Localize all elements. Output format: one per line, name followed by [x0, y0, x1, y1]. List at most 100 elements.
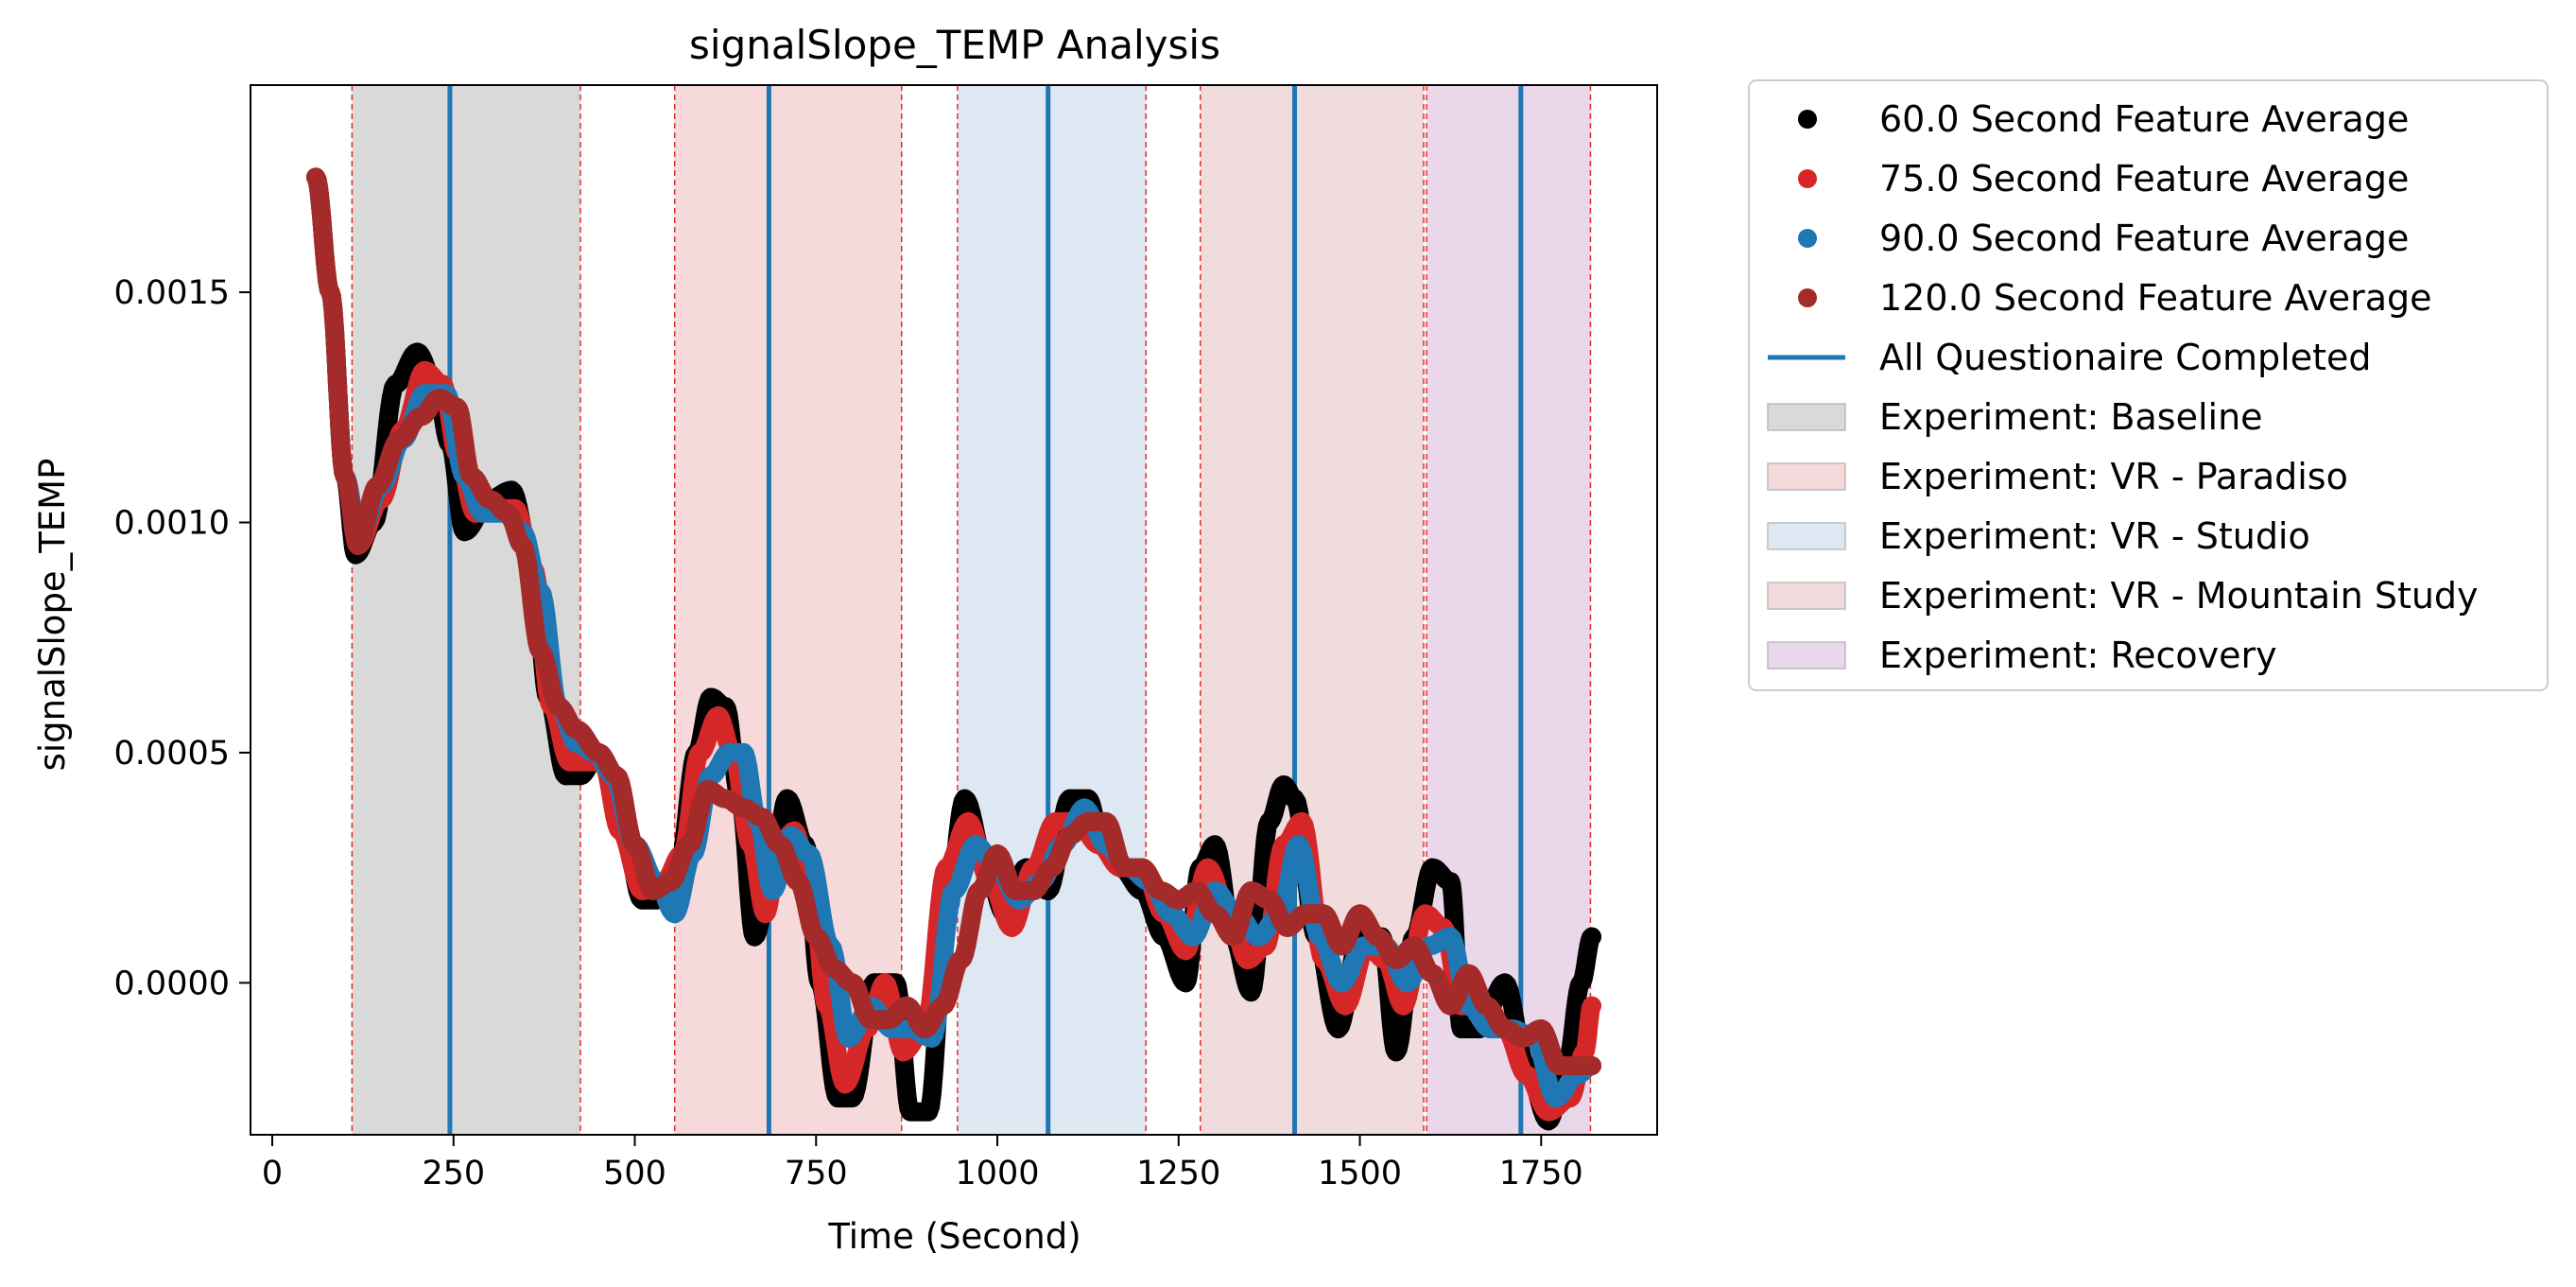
data-point — [1042, 858, 1062, 878]
data-point — [1249, 927, 1269, 947]
data-point — [1415, 904, 1435, 924]
data-point — [1198, 858, 1218, 878]
y-tick-label: 0.0005 — [114, 735, 230, 773]
data-point — [1237, 950, 1257, 969]
data-point — [1241, 880, 1261, 900]
data-point — [1350, 904, 1370, 924]
legend-item-4: All Questionaire Completed — [1768, 337, 2372, 378]
legend-item-6: Experiment: VR - Paradiso — [1767, 456, 2348, 497]
legend-label: Experiment: Recovery — [1879, 635, 2277, 676]
data-point — [1513, 1028, 1533, 1048]
series-3 — [306, 167, 1601, 1075]
data-point — [680, 835, 700, 855]
y-tick-label: 0.0015 — [114, 274, 230, 312]
data-point — [799, 844, 819, 864]
data-point — [698, 779, 717, 799]
data-point — [461, 466, 481, 486]
data-point — [368, 476, 388, 496]
data-point — [1459, 964, 1478, 983]
data-point — [842, 973, 862, 993]
legend-item-7: Experiment: VR - Studio — [1767, 515, 2310, 557]
legend-frame — [1748, 79, 2549, 691]
data-point — [1441, 872, 1461, 892]
data-point — [502, 480, 522, 500]
data-point — [900, 1102, 920, 1122]
data-point — [915, 1019, 935, 1039]
data-point — [959, 811, 978, 831]
data-point — [988, 844, 1008, 864]
data-point — [1046, 811, 1065, 831]
chart-title: signalSlope_TEMP Analysis — [689, 22, 1220, 68]
legend-marker — [1798, 288, 1817, 307]
data-point — [560, 752, 579, 772]
data-point — [1477, 996, 1496, 1016]
data-point — [1549, 1055, 1569, 1075]
legend-marker — [1798, 110, 1817, 129]
data-point — [1368, 927, 1388, 947]
data-point — [589, 742, 609, 762]
data-point — [708, 705, 728, 725]
data-point — [1205, 904, 1225, 924]
data-point — [607, 766, 627, 786]
data-point — [763, 880, 783, 900]
data-point — [937, 858, 957, 878]
data-point — [1296, 904, 1315, 924]
data-point — [1115, 858, 1134, 878]
data-point — [335, 466, 354, 486]
data-point — [407, 342, 427, 362]
data-point — [1571, 973, 1591, 993]
data-point — [1186, 880, 1206, 900]
data-point — [429, 389, 449, 409]
x-tick-label: 1250 — [1136, 1155, 1220, 1192]
y-axis-ticks: 0.0000 0.0005 0.0010 0.0015 — [114, 274, 251, 1002]
data-point — [1078, 811, 1098, 831]
legend-item-1: 75.0 Second Feature Average — [1798, 158, 2409, 200]
data-point — [386, 374, 406, 394]
data-point — [411, 407, 431, 426]
legend-item-3: 120.0 Second Feature Average — [1798, 277, 2432, 319]
data-point — [1259, 890, 1279, 910]
data-point — [734, 798, 753, 818]
legend-item-0: 60.0 Second Feature Average — [1798, 98, 2409, 140]
data-point — [643, 880, 663, 900]
legend-patch — [1767, 403, 1846, 431]
data-point — [788, 872, 808, 892]
legend-label: Experiment: VR - Paradiso — [1879, 456, 2348, 497]
data-point — [1176, 973, 1196, 993]
data-point — [1328, 1019, 1348, 1039]
data-point — [1582, 1055, 1601, 1075]
data-point — [1405, 936, 1425, 956]
data-point — [878, 1010, 898, 1030]
data-point — [455, 522, 475, 542]
data-point — [1332, 973, 1352, 993]
data-point — [665, 904, 684, 924]
data-point — [1006, 880, 1026, 900]
data-point — [1582, 996, 1601, 1016]
y-tick-label: 0.0010 — [114, 505, 230, 543]
legend-patch — [1767, 641, 1846, 670]
data-point — [1386, 1042, 1406, 1062]
data-point — [567, 720, 587, 739]
data-point — [690, 742, 710, 762]
data-point — [1168, 890, 1188, 910]
region-2 — [957, 85, 1147, 1135]
data-point — [1546, 1088, 1565, 1108]
data-point — [835, 1074, 855, 1094]
data-point — [716, 789, 735, 809]
data-point — [966, 835, 986, 855]
y-axis-label: signalSlope_TEMP — [32, 459, 73, 772]
data-point — [1423, 858, 1443, 878]
data-point — [548, 697, 568, 717]
data-point — [512, 535, 532, 555]
legend-marker — [1798, 169, 1817, 188]
data-point — [348, 535, 368, 555]
x-tick-label: 1750 — [1499, 1155, 1583, 1192]
data-point — [777, 789, 797, 809]
data-point — [480, 490, 500, 510]
legend-label: 75.0 Second Feature Average — [1879, 158, 2409, 200]
data-point — [1582, 927, 1601, 947]
legend-label: 90.0 Second Feature Average — [1879, 217, 2409, 259]
x-tick-label: 0 — [262, 1155, 283, 1192]
legend: 60.0 Second Feature Average 75.0 Second F… — [1748, 79, 2549, 691]
x-tick-label: 500 — [603, 1155, 666, 1192]
